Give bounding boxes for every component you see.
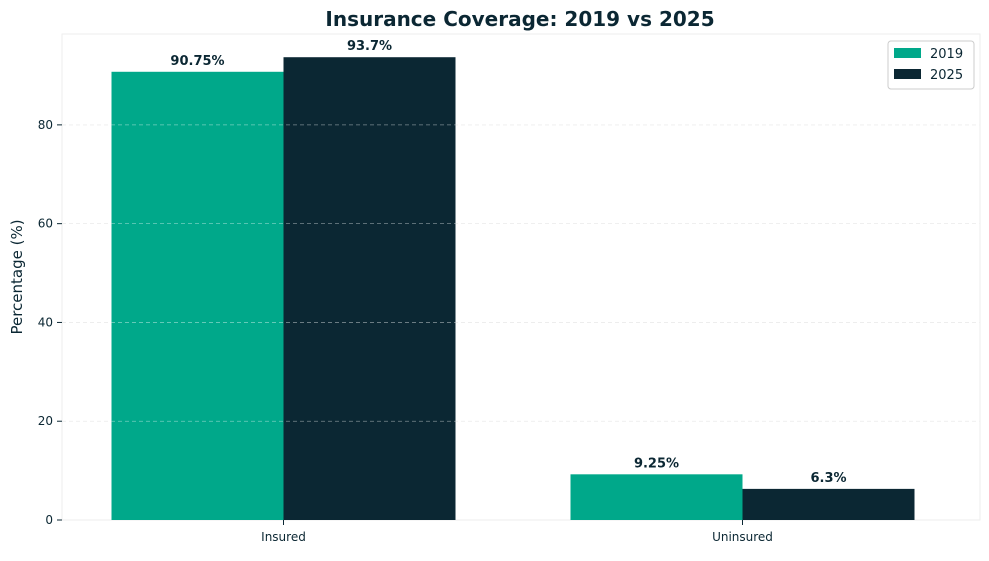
x-tick-label: Uninsured [712,530,773,544]
bar-2025-uninsured [742,488,915,520]
y-tick-label: 60 [38,217,53,231]
y-axis-label: Percentage (%) [8,219,26,334]
x-tick-label: Insured [261,530,306,544]
y-tick-label: 20 [38,414,53,428]
y-tick-label: 80 [38,118,53,132]
data-label: 6.3% [810,471,846,486]
legend-label-2025: 2025 [930,68,963,83]
legend-label-2019: 2019 [930,47,963,62]
data-label: 93.7% [347,39,392,54]
data-label: 9.25% [634,456,679,471]
bar-2019-insured [111,71,284,520]
chart-title: Insurance Coverage: 2019 vs 2025 [325,7,714,31]
legend-swatch-2025 [894,69,921,79]
legend: 2019 2025 [887,40,975,90]
bar-2019-uninsured [570,474,743,520]
data-label: 90.75% [170,54,224,69]
bar-2025-insured [283,57,456,521]
axes-layer: 0 20 40 60 80 Insured Uninsured [38,33,981,544]
bars-layer [111,57,915,521]
data-labels-layer: 90.75% 93.7% 9.25% 6.3% [62,39,980,486]
grid-layer [62,124,980,422]
legend-swatch-2019 [894,48,921,58]
plot-frame [61,33,981,521]
y-tick-label: 0 [45,513,53,527]
y-tick-label: 40 [38,315,53,329]
